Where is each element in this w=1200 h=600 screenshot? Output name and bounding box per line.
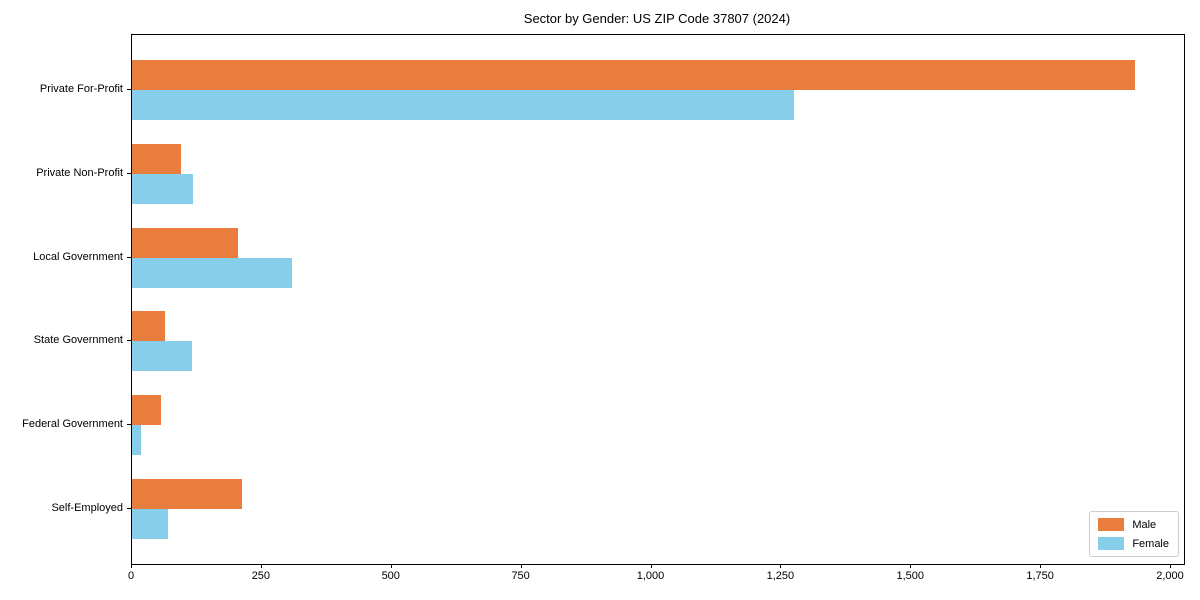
bar-male (132, 479, 242, 510)
y-tick-label: Self-Employed (51, 502, 123, 515)
bar-female (132, 89, 795, 120)
bar-female (132, 257, 292, 288)
bar-female (132, 173, 193, 204)
bar-male (132, 311, 166, 342)
y-tick-mark (127, 424, 131, 426)
legend-label-female: Female (1132, 537, 1169, 550)
x-tick-label: 2,000 (1156, 570, 1184, 582)
x-tick-label: 1,750 (1026, 570, 1054, 582)
legend-label-male: Male (1132, 518, 1157, 531)
x-tick-label: 0 (127, 570, 135, 582)
y-tick-mark (127, 340, 131, 342)
bar-male (132, 143, 182, 174)
bar-male (132, 227, 239, 258)
x-tick-label: 1,000 (636, 570, 665, 582)
x-tick-mark (390, 564, 392, 568)
x-tick-mark (520, 564, 522, 568)
legend-swatch-male (1098, 518, 1125, 531)
bar-male (132, 59, 1135, 90)
legend-item-female: Female (1098, 537, 1169, 550)
bar-female (132, 425, 141, 456)
y-tick-label: Private For-Profit (39, 82, 123, 95)
bar-female (132, 509, 168, 540)
x-tick-label: 1,500 (896, 570, 925, 582)
x-tick-label: 750 (511, 570, 530, 582)
y-tick-mark (127, 172, 131, 174)
x-tick-mark (131, 564, 132, 568)
plot-area: Male Female (131, 34, 1185, 565)
x-tick-label: 1,250 (766, 570, 795, 582)
x-tick-label: 500 (381, 570, 400, 582)
legend-item-male: Male (1098, 518, 1169, 531)
bar-male (132, 395, 162, 426)
bar-female (132, 341, 193, 372)
y-tick-label: Private Non-Profit (36, 166, 123, 179)
y-tick-label: Federal Government (22, 418, 123, 431)
x-tick-mark (1040, 564, 1042, 568)
legend: Male Female (1089, 511, 1179, 557)
x-tick-mark (650, 564, 652, 568)
y-tick-label: Local Government (33, 250, 123, 263)
x-tick-mark (1170, 564, 1171, 568)
y-tick-mark (127, 508, 131, 510)
x-tick-mark (780, 564, 782, 568)
y-tick-mark (127, 256, 131, 258)
legend-swatch-female (1098, 537, 1125, 550)
chart-title: Sector by Gender: US ZIP Code 37807 (202… (523, 11, 791, 26)
x-tick-mark (260, 564, 262, 568)
y-tick-label: State Government (33, 334, 123, 347)
y-tick-mark (127, 88, 131, 90)
x-tick-mark (910, 564, 912, 568)
x-tick-label: 250 (251, 570, 271, 582)
